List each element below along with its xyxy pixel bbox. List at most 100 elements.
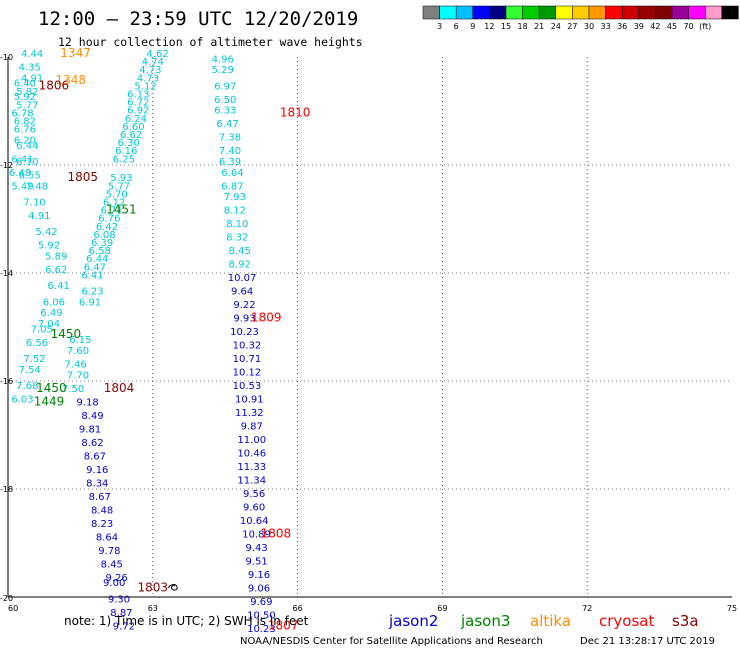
plot-area <box>7 57 732 598</box>
wave-height-value: 5.77 <box>16 100 38 111</box>
wave-height-value: 5.77 <box>108 181 130 192</box>
footer-timestamp: Dec 21 13:28:17 UTC 2019 <box>580 636 715 647</box>
pass-time-label: 1803 <box>138 581 169 595</box>
satellite-label-jason2: jason2 <box>388 612 438 630</box>
wave-height-value: 6.97 <box>214 81 236 92</box>
legend-swatch <box>522 5 540 20</box>
wave-height-value: 9.60 <box>243 503 265 514</box>
legend-swatch <box>538 5 557 20</box>
legend-swatch <box>605 5 623 20</box>
wave-height-value: 6.25 <box>113 154 135 165</box>
y-tick-label: -18 <box>0 485 13 494</box>
pass-time-label: 1805 <box>68 170 99 184</box>
legend-label: 3 <box>437 22 442 31</box>
wave-height-value: 7.10 <box>23 198 45 209</box>
wave-height-value: 7.04 <box>38 319 60 330</box>
wave-height-value: 6.60 <box>122 122 144 133</box>
wave-height-value: 9.16 <box>248 570 270 581</box>
wave-height-value: 6.12 <box>103 198 125 209</box>
pass-time-label: 1450 <box>36 381 67 395</box>
wave-height-value: 6.47 <box>84 262 106 273</box>
wave-height-value: 7.60 <box>67 346 89 357</box>
wave-height-value: 8.67 <box>89 492 111 503</box>
wave-height-value: 8.45 <box>101 559 123 570</box>
wave-height-value: 6.72 <box>127 98 149 109</box>
wave-height-value: 6.42 <box>96 222 118 233</box>
wave-height-value: 6.44 <box>16 141 38 152</box>
legend-label: 21 <box>534 22 544 31</box>
wave-height-value: 7.38 <box>219 133 241 144</box>
wave-height-value: 4.91 <box>21 73 43 84</box>
wave-height-value: 5.82 <box>16 87 38 98</box>
legend-label: 42 <box>650 22 660 31</box>
footer-note: note: 1) Time is in UTC; 2) SWH is in fe… <box>64 614 309 628</box>
wave-height-value: 8.62 <box>81 438 103 449</box>
pass-time-label: 1348 <box>55 73 86 87</box>
satellite-key: jason2 jason3 altika cryosat s3a <box>388 612 699 630</box>
wave-height-value: 7.68 <box>16 381 38 392</box>
legend-label: 33 <box>601 22 611 31</box>
wave-height-value: 7.93 <box>224 192 246 203</box>
legend-label: 36 <box>617 22 627 31</box>
pass-time-label: 1808 <box>261 527 292 541</box>
data-values: 4.624.744.734.735.126.136.726.926.246.60… <box>9 49 276 635</box>
wave-height-value: 6.50 <box>214 95 236 106</box>
wave-height-value: 9.16 <box>86 465 108 476</box>
wave-height-value: 6.23 <box>81 287 103 298</box>
wave-height-value: 6.10 <box>16 157 38 168</box>
chart-subtitle: 12 hour collection of altimeter wave hei… <box>58 35 363 49</box>
wave-height-value: 6.64 <box>221 168 243 179</box>
x-tick-label: 60 <box>8 604 18 613</box>
pass-time-label: 1809 <box>251 311 282 325</box>
legend-swatch <box>505 5 523 20</box>
wave-height-value: 6.47 <box>216 119 238 130</box>
wave-height-value: 10.46 <box>237 449 266 460</box>
wave-height-value: 4.35 <box>19 63 41 74</box>
wave-height-value: 9.22 <box>233 300 255 311</box>
wave-height-value: 5.93 <box>110 173 132 184</box>
legend-swatch <box>704 5 723 20</box>
wave-height-value: 9.43 <box>245 543 267 554</box>
wave-height-value: 6.15 <box>69 335 91 346</box>
pass-time-label: 1810 <box>280 105 311 119</box>
wave-height-value: 10.23 <box>247 624 276 635</box>
wave-height-value: 10.23 <box>230 327 259 338</box>
legend-label: (ft) <box>699 22 711 31</box>
wave-height-value: 9.56 <box>243 489 265 500</box>
wave-height-value: 6.41 <box>81 270 103 281</box>
wave-height-value: 8.92 <box>229 260 251 271</box>
wave-height-value: 4.74 <box>142 57 164 68</box>
wave-height-value: 8.23 <box>91 519 113 530</box>
y-tick-label: -10 <box>0 53 13 62</box>
wave-height-value: 9.72 <box>113 621 135 632</box>
legend-label: 27 <box>567 22 577 31</box>
chart-title: 12:00 – 23:59 UTC 12/20/2019 <box>38 8 358 30</box>
wave-height-value: 8.87 <box>110 608 132 619</box>
legend-swatch <box>621 5 640 20</box>
x-tick-label: 63 <box>148 604 158 613</box>
wave-height-value: 5.12 <box>134 81 156 92</box>
wave-height-value: 4.73 <box>139 65 161 76</box>
wave-height-value: 10.71 <box>233 354 262 365</box>
legend-swatch <box>489 5 507 20</box>
satellite-label-s3a: s3a <box>672 612 699 630</box>
wave-height-value: 6.13 <box>127 90 149 101</box>
wave-height-value: 7.05 <box>31 324 53 335</box>
legend-label: 15 <box>501 22 511 31</box>
wave-height-value: 10.89 <box>242 530 271 541</box>
wave-height-value: 4.62 <box>146 49 168 60</box>
wave-height-value: 4.44 <box>21 49 43 60</box>
wave-height-value: 9.51 <box>245 557 267 568</box>
wave-height-value: 6.78 <box>11 108 33 119</box>
wave-height-value: 10.32 <box>233 341 262 352</box>
wave-height-value: 6.55 <box>19 171 41 182</box>
wave-height-value: 8.34 <box>86 478 108 489</box>
wave-height-value: 11.33 <box>237 462 266 473</box>
wave-height-value: 6.39 <box>219 157 241 168</box>
y-tick-label: -14 <box>0 269 13 278</box>
wave-height-value: 8.45 <box>229 246 251 257</box>
wave-height-value: 6.20 <box>14 135 36 146</box>
wave-height-value: 5.49 <box>11 181 33 192</box>
